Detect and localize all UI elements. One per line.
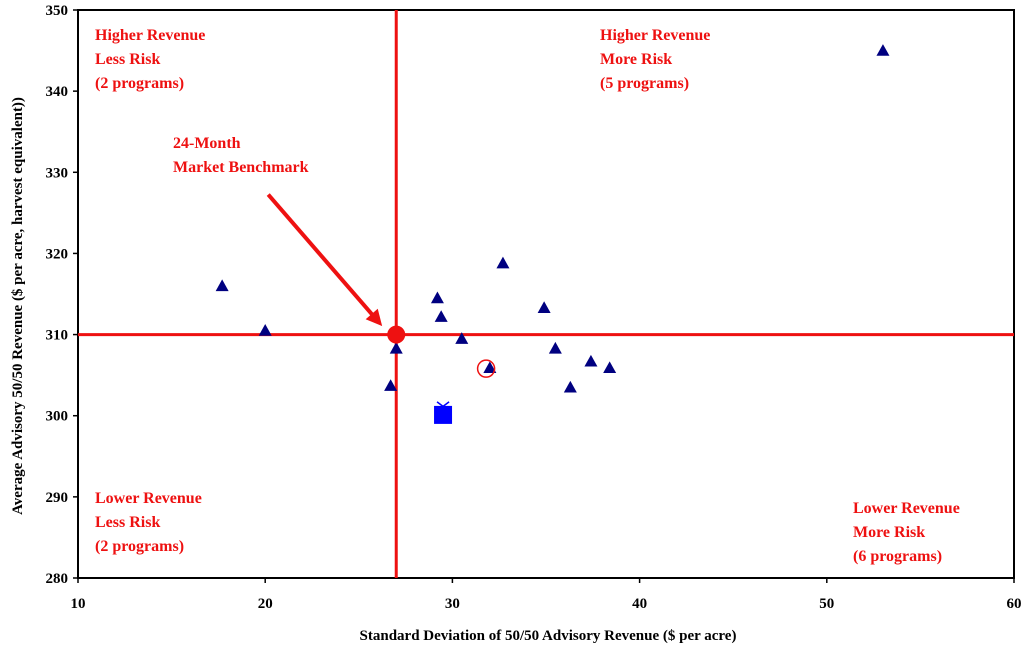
program-point [215, 279, 229, 292]
benchmark-annotation-label: 24-Month [173, 135, 241, 152]
program-point [258, 324, 272, 336]
quadrant-label-top-left: Less Risk [95, 51, 160, 68]
benchmark-annotation-label: Market Benchmark [173, 159, 309, 176]
program-point [876, 44, 890, 56]
quadrant-label-top-left: Higher Revenue [95, 27, 205, 44]
quadrant-label-bottom-right: Lower Revenue [853, 500, 960, 517]
y-tick-label: 320 [46, 246, 69, 262]
x-tick-label: 40 [632, 596, 647, 612]
x-axis-title: Standard Deviation of 50/50 Advisory Rev… [360, 628, 737, 644]
x-tick-label: 20 [258, 596, 273, 612]
x-tick-label: 60 [1007, 596, 1022, 612]
quadrant-label-top-right: Higher Revenue [600, 27, 710, 44]
x-tick-label: 50 [819, 596, 834, 612]
program-point [483, 361, 497, 374]
quadrant-label-top-left: (2 programs) [95, 75, 184, 92]
quadrant-label-bottom-right: (6 programs) [853, 548, 942, 565]
program-point [389, 341, 403, 354]
program-point [496, 256, 510, 269]
program-point [537, 301, 551, 313]
y-axis-title: Average Advisory 50/50 Revenue ($ per ac… [10, 97, 26, 515]
program-point [563, 380, 577, 393]
program-point [434, 310, 448, 322]
quadrant-label-top-right: (5 programs) [600, 75, 689, 92]
program-point [548, 341, 562, 354]
benchmark-arrow-head [365, 308, 383, 327]
open-circle-point [476, 359, 496, 378]
plot-area [77, 9, 1015, 579]
quadrant-label-bottom-left: (2 programs) [95, 538, 184, 555]
square-point-cross [436, 401, 450, 412]
x-tick-label: 10 [71, 596, 86, 612]
y-tick-label: 310 [46, 328, 69, 344]
y-tick-label: 300 [46, 409, 69, 425]
y-tick-label: 280 [46, 571, 69, 587]
x-tick-label: 30 [445, 596, 460, 612]
benchmark-point [387, 325, 406, 344]
y-tick-label: 350 [46, 3, 69, 19]
program-point [603, 361, 617, 374]
program-point [384, 379, 398, 391]
y-tick-label: 340 [46, 84, 69, 100]
benchmark-arrow [266, 193, 380, 323]
quadrant-label-bottom-right: More Risk [853, 524, 925, 541]
program-point [430, 291, 444, 304]
quadrant-label-bottom-left: Lower Revenue [95, 490, 202, 507]
program-point [584, 354, 598, 367]
quadrant-label-bottom-left: Less Risk [95, 514, 160, 531]
y-tick-label: 290 [46, 490, 69, 506]
quadrant-label-top-right: More Risk [600, 51, 672, 68]
program-point [455, 332, 469, 344]
y-tick-label: 330 [46, 165, 69, 181]
square-point [434, 405, 453, 424]
